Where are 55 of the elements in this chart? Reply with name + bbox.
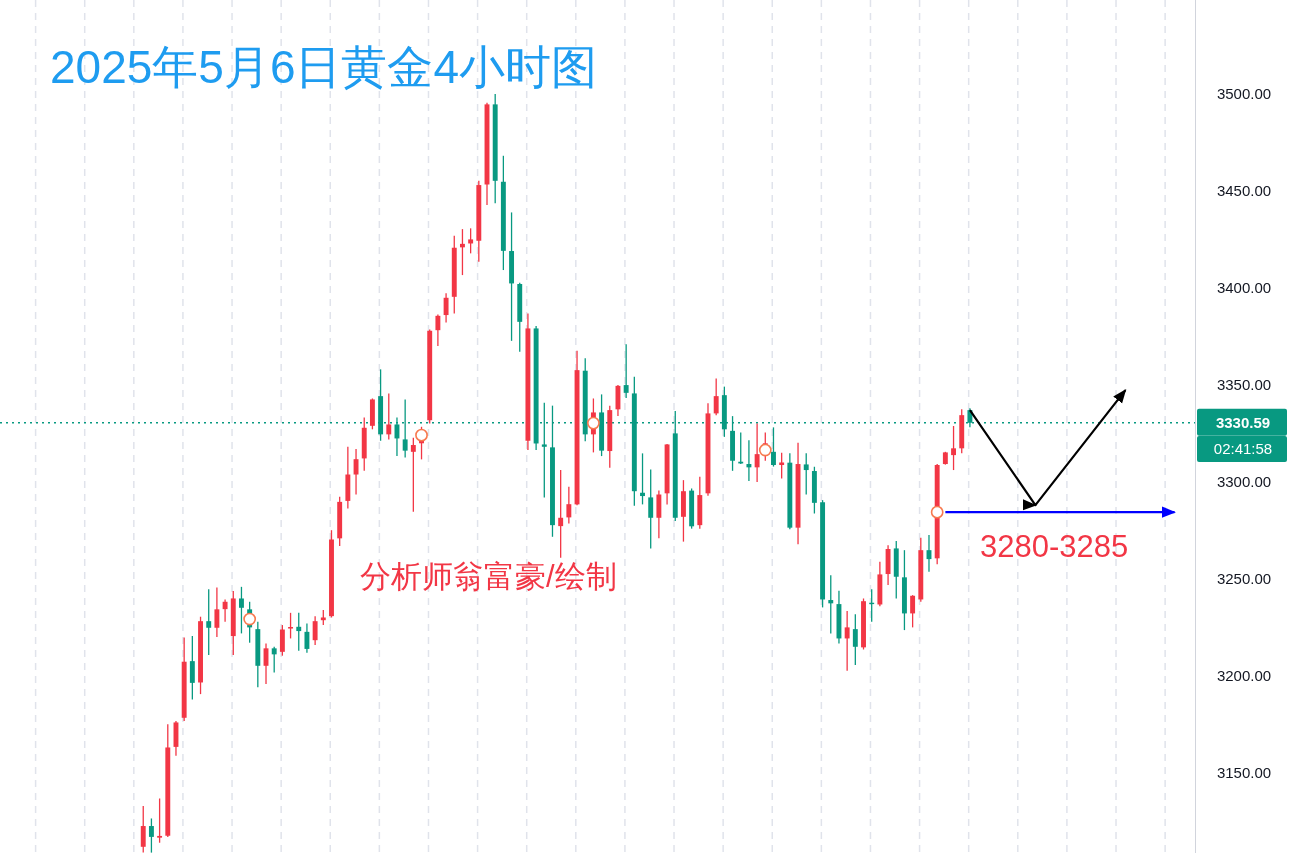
candlestick: [656, 489, 662, 539]
ref-line-label: 3330.59: [1215, 414, 1271, 432]
y-tick-label: 3400.00: [1216, 279, 1272, 297]
candlestick: [910, 594, 916, 629]
candlestick: [386, 392, 392, 441]
text: 2025年5月6日黄金4小时图: [50, 41, 598, 93]
candlestick: [304, 622, 310, 654]
candlestick: [852, 613, 858, 666]
y-tick-label: 3350.00: [1216, 376, 1272, 394]
point: [758, 443, 772, 457]
candlestick: [779, 452, 785, 480]
candlestick: [353, 448, 359, 496]
candlestick: [148, 817, 154, 853]
y-tick-label: 3450.00: [1216, 182, 1272, 200]
candlestick: [312, 615, 318, 646]
candlestick: [239, 586, 244, 635]
candlestick: [623, 343, 629, 399]
candlestick: [279, 624, 285, 657]
candlestick: [288, 612, 294, 640]
candlestick: [558, 469, 564, 559]
y-tick-label: 3500.00: [1216, 85, 1272, 103]
point: [415, 428, 428, 442]
candlestick: [754, 422, 760, 483]
candlestick: [157, 797, 163, 844]
point: [587, 416, 600, 430]
candlestick: [713, 377, 719, 416]
candlestick: [214, 586, 220, 638]
candlestick: [746, 439, 752, 482]
point: [243, 612, 257, 626]
y-tick-label: 3150.00: [1216, 764, 1272, 782]
candlestick: [206, 588, 212, 656]
y-tick-label: 3250.00: [1216, 570, 1272, 588]
candlestick: [443, 292, 449, 324]
candlestick: [410, 437, 416, 513]
candlestick: [296, 612, 302, 652]
candlestick: [140, 805, 146, 853]
y-tick-label: 3200.00: [1216, 667, 1272, 685]
y-tick-label: 3300.00: [1216, 473, 1272, 491]
candlestick: [566, 486, 572, 525]
candlestick: [844, 610, 850, 672]
candlestick: [468, 227, 474, 255]
point: [930, 505, 944, 519]
candlestick: [648, 468, 654, 550]
candlestick: [189, 635, 195, 701]
candlestick: [222, 598, 228, 623]
candlestick: [271, 646, 277, 674]
annotation: 分析师翁富豪/绘制: [360, 559, 617, 594]
annotation: 3280-3285: [980, 529, 1129, 564]
candlestick: [803, 452, 809, 496]
candlestick: [951, 425, 956, 471]
candlestick: [771, 426, 776, 468]
text: 02:41:58: [1213, 440, 1273, 457]
candlestick: [640, 452, 645, 506]
candlestick: [828, 574, 834, 635]
candlestick: [435, 313, 441, 347]
